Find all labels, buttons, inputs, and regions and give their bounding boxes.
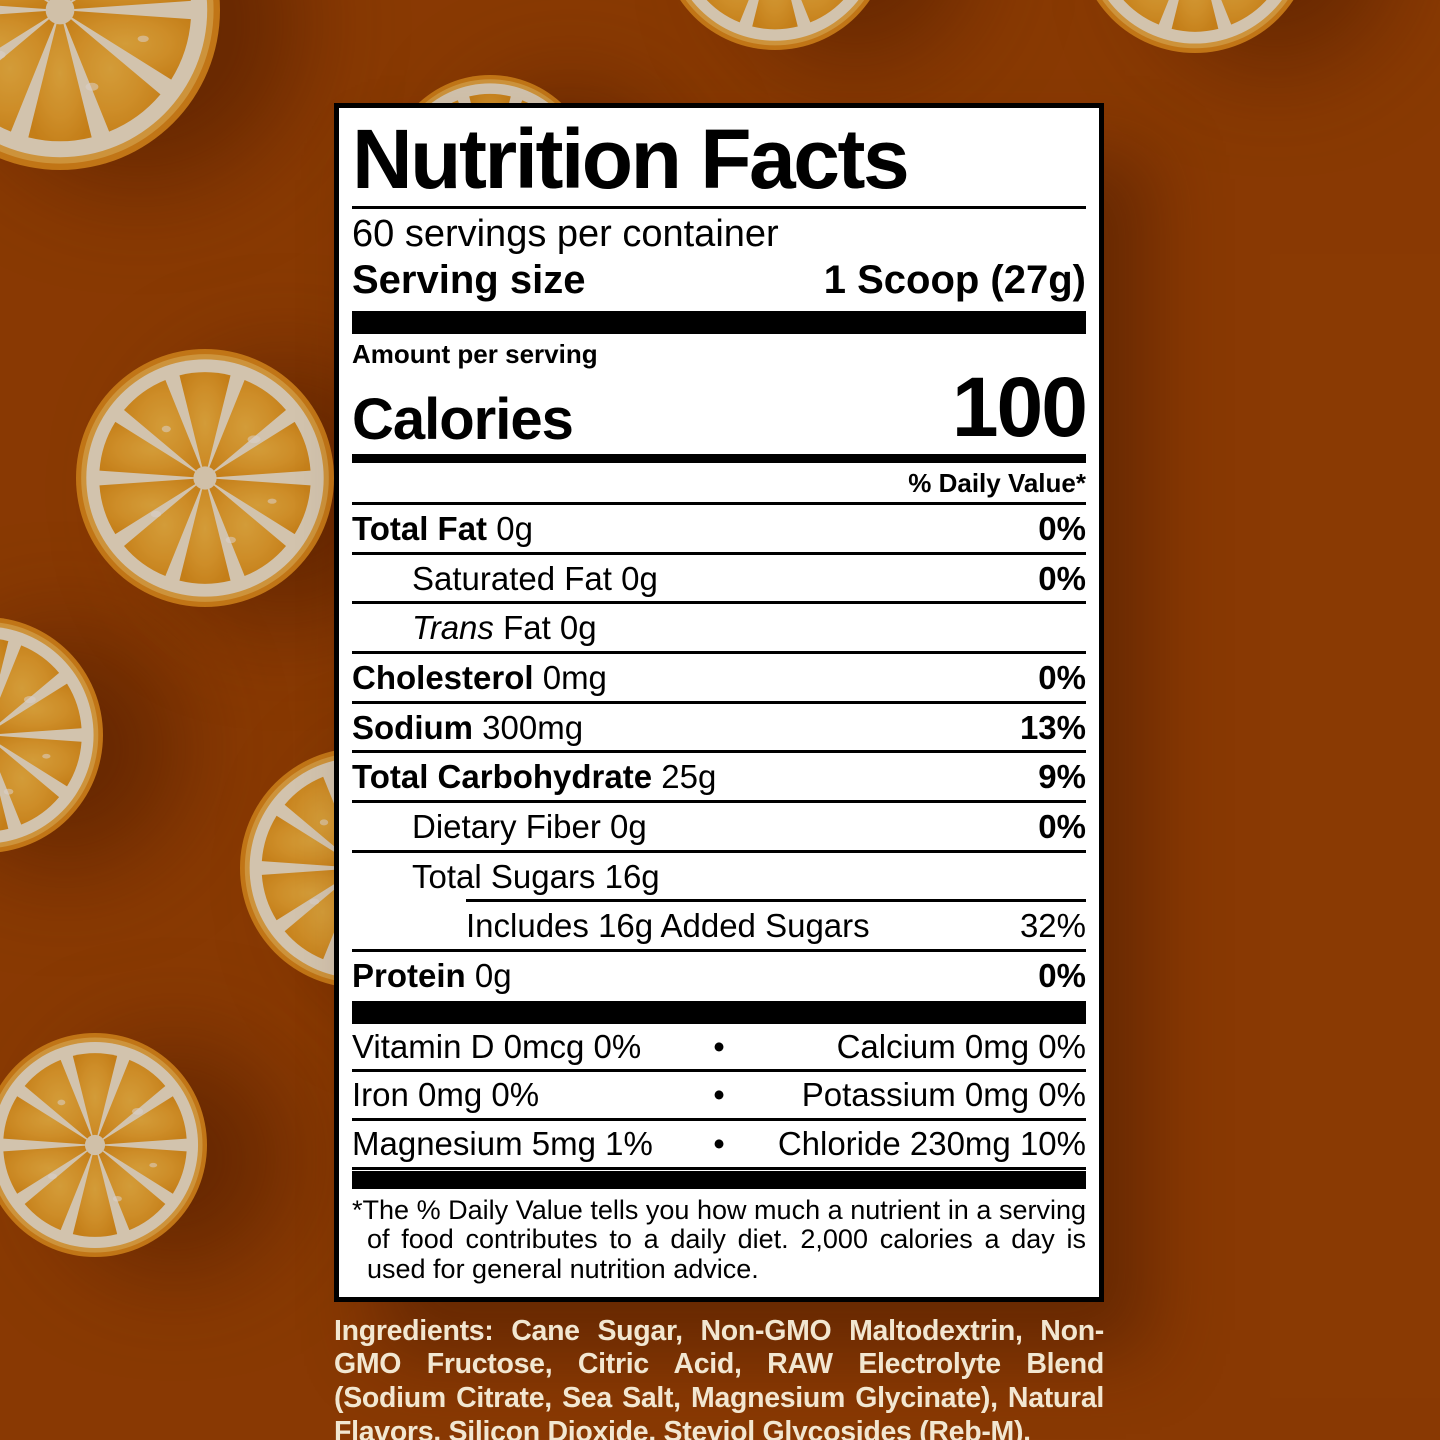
calories-value: 100 — [951, 359, 1088, 454]
micronutrient-row: Magnesium 5mg 1% • Chloride 230mg 10% — [352, 1121, 1086, 1170]
micronutrient-row: Iron 0mg 0% • Potassium 0mg 0% — [352, 1072, 1086, 1121]
servings-per-container: 60 servings per container — [352, 213, 779, 256]
calories-label: Calories — [352, 386, 574, 452]
nutrient-row-cholesterol: Cholesterol 0mg 0% — [352, 654, 1086, 704]
daily-value-footnote: *The % Daily Value tells you how much a … — [352, 1194, 1086, 1284]
nutrient-row-sodium: Sodium 300mg 13% — [352, 704, 1086, 754]
divider-bar-medium — [352, 454, 1086, 464]
divider-bar-footnote — [352, 1170, 1086, 1189]
amount-per-serving-label: Amount per serving — [352, 339, 598, 370]
serving-size-label: Serving size — [352, 258, 586, 303]
calories-row: Calories 100 — [352, 359, 1088, 454]
nutrient-row-total-sugars: Total Sugars 16g — [412, 857, 660, 895]
micronutrient-row: Vitamin D 0mcg 0% • Calcium 0mg 0% — [352, 1024, 1086, 1073]
nutrient-row-dietary-fiber: Dietary Fiber 0g 0% — [352, 803, 1086, 853]
nutrient-row-total-fat: Total Fat 0g 0% — [352, 505, 1086, 555]
ingredients-text: Ingredients: Cane Sugar, Non-GMO Maltode… — [334, 1314, 1104, 1440]
nutrient-row-added-sugars: Includes 16g Added Sugars 32% — [352, 899, 1086, 953]
bullet-separator: • — [713, 1076, 725, 1114]
label-title: Nutrition Facts — [352, 117, 1086, 210]
serving-size-value: 1 Scoop (27g) — [823, 258, 1086, 303]
nutrition-facts-label: Nutrition Facts 60 servings per containe… — [334, 103, 1104, 1302]
daily-value-header: % Daily Value* — [352, 463, 1086, 506]
divider-bar-thick — [352, 1000, 1086, 1024]
nutrient-row-total-carbohydrate: Total Carbohydrate 25g 9% — [352, 753, 1086, 804]
nutrient-row-trans-fat: Trans Fat 0g — [352, 604, 1086, 655]
nutrient-row-protein: Protein 0g 0% — [352, 957, 1086, 995]
bullet-separator: • — [713, 1124, 725, 1162]
bullet-separator: • — [713, 1027, 725, 1065]
serving-size-row: Serving size 1 Scoop (27g) — [352, 258, 1086, 311]
nutrient-row-saturated-fat: Saturated Fat 0g 0% — [352, 555, 1086, 605]
divider-bar-thick — [352, 311, 1086, 335]
